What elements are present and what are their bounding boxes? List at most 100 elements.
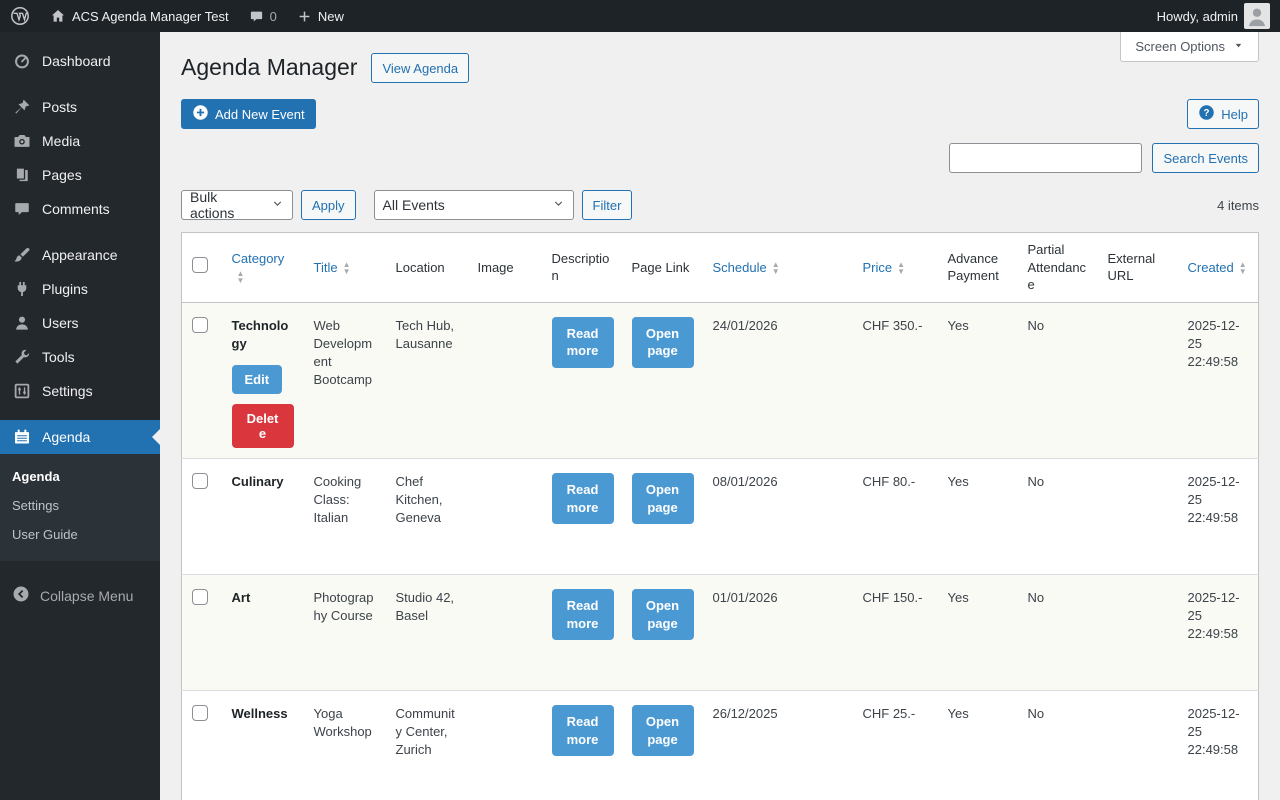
- column-header-location: Location: [385, 232, 468, 303]
- category-label: Wellness: [231, 706, 288, 722]
- sidebar-item-label: Tools: [42, 349, 75, 365]
- comments-shortcut[interactable]: 0: [239, 0, 287, 32]
- new-content-menu[interactable]: New: [287, 0, 354, 32]
- column-header-created[interactable]: Created ▲ ▼: [1177, 232, 1259, 303]
- column-header-advance_payment: Advance Payment: [937, 232, 1018, 303]
- submenu-item-agenda[interactable]: Agenda: [12, 469, 60, 484]
- cell-price: CHF 80.-: [862, 474, 916, 490]
- wordpress-logo-icon: [10, 6, 30, 26]
- events-filter-select[interactable]: All Events: [373, 190, 574, 220]
- sidebar-item-label: Settings: [42, 383, 93, 399]
- comment-bubble-icon: [249, 9, 264, 24]
- sidebar-item-media[interactable]: Media: [0, 124, 160, 158]
- open-page-button[interactable]: Open page: [631, 316, 694, 368]
- cell-advance_payment: Yes: [947, 590, 969, 606]
- select-all-checkbox[interactable]: [192, 257, 208, 274]
- row-checkbox[interactable]: [192, 589, 208, 606]
- sidebar-item-plugins[interactable]: Plugins: [0, 272, 160, 306]
- sidebar-item-appearance[interactable]: Appearance: [0, 238, 160, 272]
- home-icon: [50, 8, 66, 24]
- table-row: Culinary Cooking Class: Italian Chef Kitch…: [181, 458, 1259, 575]
- agenda-submenu: Agenda Settings User Guide: [0, 454, 160, 561]
- add-new-event-button[interactable]: Add New Event: [181, 99, 316, 129]
- cell-partial_attendance: No: [1027, 706, 1045, 722]
- sidebar-item-label: Plugins: [42, 281, 88, 297]
- sidebar-item-settings[interactable]: Settings: [0, 374, 160, 408]
- chevron-down-icon: [271, 197, 284, 213]
- column-header-page_link: Page Link: [621, 232, 703, 303]
- column-header-partial_attendance: Partial Attendance: [1017, 232, 1098, 303]
- cell-partial_attendance: No: [1027, 474, 1045, 490]
- table-row: Wellness Yoga Workshop Community Center, Z…: [181, 690, 1259, 800]
- open-page-button[interactable]: Open page: [631, 705, 694, 757]
- row-actions: Edit Delete: [231, 365, 294, 449]
- cell-created: 2025-12-25 22:49:58: [1187, 706, 1240, 758]
- cell-cb: [182, 302, 222, 458]
- collapse-menu-button[interactable]: Collapse Menu: [0, 575, 160, 616]
- site-name-menu[interactable]: ACS Agenda Manager Test: [40, 0, 239, 32]
- cell-page_link: Open page: [622, 575, 703, 691]
- menu-separator: [0, 408, 160, 420]
- wordpress-logo-menu[interactable]: [0, 0, 40, 32]
- screen-options-label: Screen Options: [1135, 39, 1225, 54]
- delete-button[interactable]: Delete: [231, 404, 294, 449]
- howdy-label: Howdy, admin: [1156, 8, 1238, 24]
- sidebar-item-dashboard[interactable]: Dashboard: [0, 44, 160, 78]
- sidebar-item-comments[interactable]: Comments: [0, 192, 160, 226]
- sidebar-item-agenda[interactable]: Agenda: [0, 420, 160, 454]
- search-events-button[interactable]: Search Events: [1152, 143, 1259, 173]
- open-page-button[interactable]: Open page: [631, 589, 694, 641]
- cell-created: 2025-12-25 22:49:58: [1187, 590, 1240, 642]
- comments-count: 0: [269, 8, 277, 24]
- row-checkbox[interactable]: [192, 473, 208, 490]
- cell-location: Community Center, Zurich: [395, 706, 455, 758]
- read-more-button[interactable]: Read more: [551, 705, 614, 757]
- cell-advance_payment: Yes: [947, 706, 969, 722]
- open-page-button[interactable]: Open page: [631, 473, 694, 525]
- events-table: Category ▲ ▼ Title ▲ ▼ Location Image Descriptio…: [181, 232, 1259, 800]
- read-more-button[interactable]: Read more: [551, 473, 614, 525]
- row-checkbox[interactable]: [192, 316, 208, 333]
- chevron-down-icon: [552, 197, 565, 213]
- column-header-title[interactable]: Title ▲ ▼: [303, 232, 386, 303]
- read-more-button[interactable]: Read more: [551, 589, 614, 641]
- page-title: Agenda Manager: [181, 54, 358, 81]
- sidebar-item-tools[interactable]: Tools: [0, 340, 160, 374]
- cell-price: CHF 150.-: [862, 590, 923, 606]
- cell-category: Art: [222, 575, 304, 691]
- cell-location: Chef Kitchen, Geneva: [395, 474, 443, 526]
- view-agenda-button[interactable]: View Agenda: [371, 53, 470, 83]
- cell-external_url: [1098, 459, 1178, 575]
- cell-image: [468, 575, 542, 691]
- sidebar-item-users[interactable]: Users: [0, 306, 160, 340]
- submenu-item-user-guide[interactable]: User Guide: [12, 527, 78, 542]
- sidebar-item-pages[interactable]: Pages: [0, 158, 160, 192]
- search-input[interactable]: [949, 143, 1143, 173]
- cell-schedule: 01/01/2026: [712, 590, 778, 606]
- cell-partial_attendance: No: [1027, 317, 1045, 333]
- submenu-item-settings[interactable]: Settings: [12, 498, 59, 513]
- sidebar: Dashboard Posts Media Pages Comments Appearan…: [0, 32, 160, 800]
- column-header-price[interactable]: Price ▲ ▼: [852, 232, 938, 303]
- new-label: New: [317, 8, 344, 24]
- sidebar-item-posts[interactable]: Posts: [0, 90, 160, 124]
- bulk-actions-select[interactable]: Bulk actions: [181, 189, 293, 221]
- column-header-image: Image: [467, 232, 542, 303]
- menu-separator: [0, 78, 160, 90]
- screen-options-tab[interactable]: Screen Options: [1120, 32, 1259, 62]
- edit-button[interactable]: Edit: [231, 365, 283, 395]
- column-header-schedule[interactable]: Schedule ▲ ▼: [702, 232, 853, 303]
- cell-page_link: Open page: [622, 302, 703, 458]
- category-label: Art: [231, 590, 251, 606]
- site-name-label: ACS Agenda Manager Test: [72, 8, 229, 24]
- read-more-button[interactable]: Read more: [551, 316, 614, 368]
- column-header-category[interactable]: Category ▲ ▼: [221, 232, 304, 303]
- filter-button[interactable]: Filter: [581, 190, 633, 220]
- help-button[interactable]: Help: [1187, 99, 1259, 129]
- admin-menu: Dashboard Posts Media Pages Comments Appearan…: [0, 32, 160, 561]
- my-account-menu[interactable]: Howdy, admin: [1147, 3, 1280, 29]
- row-checkbox[interactable]: [192, 705, 208, 722]
- apply-button[interactable]: Apply: [301, 190, 356, 220]
- sort-indicator-icon: ▲ ▼: [1238, 260, 1247, 277]
- collapse-arrow-icon: [12, 585, 30, 606]
